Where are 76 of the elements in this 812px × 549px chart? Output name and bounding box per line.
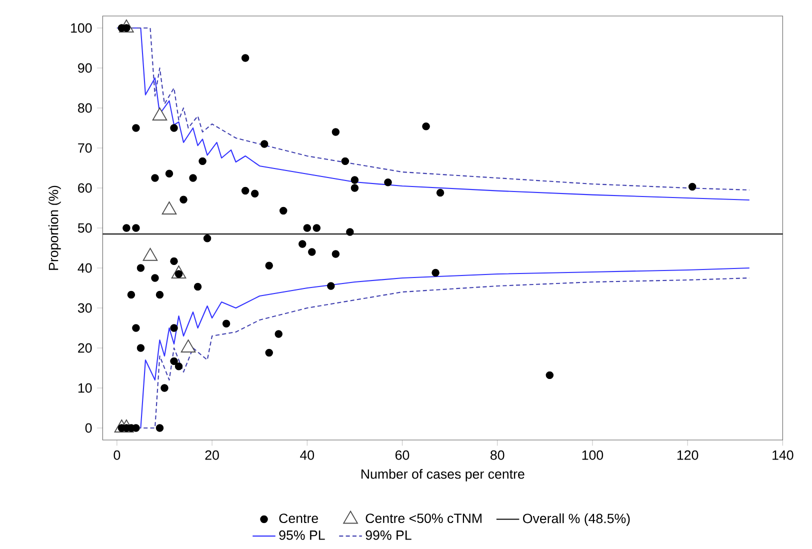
point	[174, 362, 183, 370]
point	[170, 124, 178, 132]
point	[156, 290, 164, 299]
x-tick-label: 100	[582, 450, 604, 460]
point	[332, 250, 340, 258]
point	[312, 224, 321, 232]
point	[194, 282, 202, 291]
point	[180, 196, 188, 204]
point	[432, 268, 440, 277]
point	[384, 178, 392, 186]
x-tick-label: 40	[300, 450, 314, 460]
point	[160, 384, 168, 392]
point	[127, 290, 136, 299]
point	[303, 224, 312, 232]
x-tick-label: 20	[205, 450, 219, 460]
point	[265, 348, 273, 357]
y-tick-label: 40	[78, 263, 92, 273]
point	[350, 184, 359, 192]
point	[332, 128, 340, 136]
y-tick-label: 90	[78, 63, 92, 73]
y-tick-label: 70	[78, 143, 92, 153]
point	[136, 344, 145, 352]
point	[265, 262, 273, 270]
legend-label: Centre <50% cTNM	[366, 513, 482, 523]
point	[170, 324, 178, 332]
point	[298, 240, 306, 248]
point	[170, 357, 178, 365]
legend-label: Overall % (48.5%)	[523, 513, 630, 526]
point	[241, 54, 250, 62]
point	[165, 170, 174, 178]
point	[170, 257, 178, 265]
y-tick-label: 20	[78, 343, 92, 353]
point	[151, 274, 159, 282]
point	[346, 228, 354, 236]
point	[189, 174, 197, 182]
y-axis-title: Proportion (%)	[48, 186, 61, 270]
y-tick-label: 10	[78, 383, 92, 393]
point	[422, 122, 430, 130]
y-tick-label: 80	[78, 103, 92, 113]
point	[156, 424, 164, 432]
point	[132, 224, 140, 232]
point	[203, 234, 212, 242]
point	[308, 248, 316, 256]
y-tick-label: 100	[71, 23, 92, 33]
point	[222, 320, 230, 328]
point	[132, 124, 140, 132]
point	[260, 140, 268, 148]
point	[174, 270, 183, 278]
point	[546, 371, 554, 379]
point	[198, 157, 206, 165]
x-tick-label: 0	[114, 450, 120, 460]
y-tick-label: 60	[78, 183, 92, 193]
point	[280, 206, 288, 215]
x-axis-title: Number of cases per centre	[362, 468, 524, 482]
point	[350, 176, 359, 184]
point	[436, 188, 444, 197]
y-tick-label: 0	[85, 423, 92, 433]
point	[688, 182, 696, 191]
point	[136, 264, 145, 272]
point	[151, 174, 159, 182]
point	[122, 224, 130, 232]
legend-label: 99% PL	[366, 530, 412, 540]
x-tick-label: 60	[396, 450, 410, 460]
x-tick-label: 140	[772, 450, 794, 460]
legend-label: 95% PL	[279, 530, 325, 540]
x-tick-label: 120	[677, 450, 698, 460]
point	[341, 157, 350, 165]
point	[132, 324, 140, 332]
point	[274, 330, 282, 338]
y-tick-label: 50	[78, 223, 92, 233]
point	[241, 186, 250, 195]
point	[327, 282, 335, 290]
point	[250, 190, 259, 198]
legend-label: Centre	[279, 513, 318, 523]
x-tick-label: 80	[490, 450, 504, 460]
y-tick-label: 30	[78, 303, 92, 313]
